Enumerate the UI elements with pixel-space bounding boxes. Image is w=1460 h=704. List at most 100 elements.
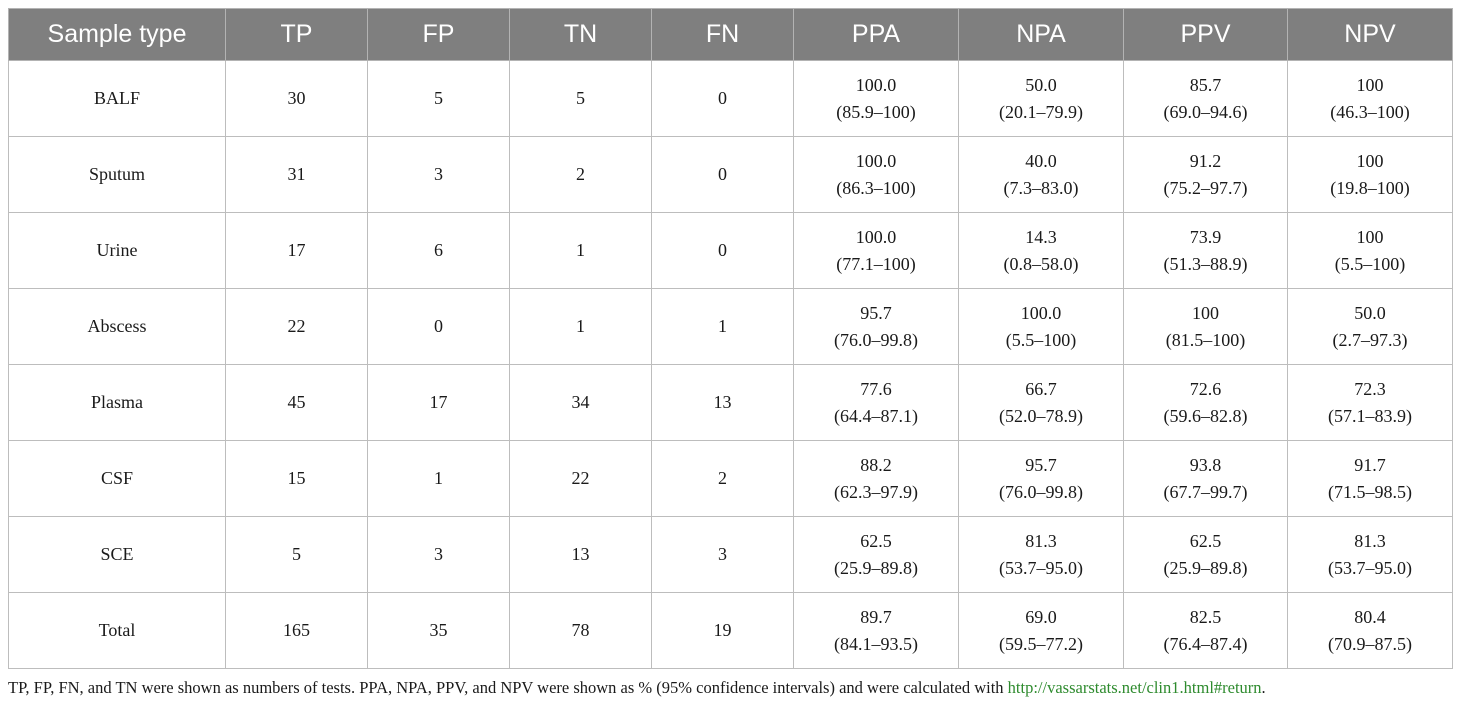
table-body: BALF 30 5 5 0 100.0 (85.9–100) 50.0 (20.1–79.9) 8… [8,60,1453,669]
ppv-value: 62.5 [1189,530,1222,551]
cell-sample: SCE [8,516,226,593]
npv-value: 100 [1356,150,1384,171]
column-header-npa: NPA [958,8,1124,61]
npv-confidence-interval: (2.7–97.3) [1332,329,1408,350]
table-row: Plasma 45 17 34 13 77.6 (64.4–87.1) 66.7 (52.0–7… [8,364,1453,441]
npv-confidence-interval: (5.5–100) [1334,253,1406,274]
cell-npa: 40.0 (7.3–83.0) [958,136,1124,213]
ppa-value: 88.2 [860,454,892,475]
ppv-value: 100 [1192,302,1219,323]
column-header-npv: NPV [1287,8,1453,61]
cell-ppv: 93.8 (67.7–99.7) [1123,440,1288,517]
cell-npv: 80.4 (70.9–87.5) [1287,592,1453,669]
ppa-value: 89.7 [860,606,892,627]
cell-tp: 165 [225,592,368,669]
table-row: Sputum 31 3 2 0 100.0 (86.3–100) 40.0 (7.3–83.0)… [8,136,1453,213]
ppv-confidence-interval: (51.3–88.9) [1163,253,1248,274]
cell-tn: 1 [509,212,652,289]
ppa-confidence-interval: (64.4–87.1) [834,405,918,426]
cell-tn: 2 [509,136,652,213]
cell-npv: 100 (19.8–100) [1287,136,1453,213]
ppv-confidence-interval: (67.7–99.7) [1163,481,1248,502]
column-header-ppv: PPV [1123,8,1288,61]
cell-fn: 3 [651,516,794,593]
cell-ppa: 77.6 (64.4–87.1) [793,364,959,441]
table-row: Total 165 35 78 19 89.7 (84.1–93.5) 69.0 (59.5–7… [8,592,1453,669]
cell-tn: 1 [509,288,652,365]
ppa-confidence-interval: (76.0–99.8) [834,329,918,350]
cell-tn: 13 [509,516,652,593]
npa-value: 66.7 [1025,378,1057,399]
table-header: Sample type TP FP TN FN PPA NPA PPV NPV [8,8,1453,61]
ppa-confidence-interval: (85.9–100) [836,101,916,122]
footnote-link[interactable]: http://vassarstats.net/clin1.html#return [1007,678,1262,697]
cell-npa: 100.0 (5.5–100) [958,288,1124,365]
ppa-value: 100.0 [855,150,897,171]
cell-ppv: 85.7 (69.0–94.6) [1123,60,1288,137]
cell-fn: 19 [651,592,794,669]
cell-npa: 69.0 (59.5–77.2) [958,592,1124,669]
npa-confidence-interval: (59.5–77.2) [999,633,1083,654]
npa-confidence-interval: (52.0–78.9) [999,405,1083,426]
cell-tp: 45 [225,364,368,441]
cell-ppa: 100.0 (85.9–100) [793,60,959,137]
cell-sample: Plasma [8,364,226,441]
cell-npv: 100 (46.3–100) [1287,60,1453,137]
cell-tp: 30 [225,60,368,137]
ppv-confidence-interval: (75.2–97.7) [1163,177,1248,198]
cell-npv: 81.3 (53.7–95.0) [1287,516,1453,593]
ppv-confidence-interval: (25.9–89.8) [1163,557,1248,578]
cell-sample: Urine [8,212,226,289]
ppa-value: 100.0 [855,74,897,95]
cell-fn: 1 [651,288,794,365]
npa-value: 95.7 [1025,454,1057,475]
cell-ppv: 100 (81.5–100) [1123,288,1288,365]
ppa-value: 77.6 [860,378,892,399]
cell-fn: 0 [651,60,794,137]
cell-ppv: 82.5 (76.4–87.4) [1123,592,1288,669]
header-row: Sample type TP FP TN FN PPA NPA PPV NPV [8,8,1453,61]
ppv-value: 82.5 [1189,606,1222,627]
ppv-value: 85.7 [1189,74,1222,95]
cell-ppv: 91.2 (75.2–97.7) [1123,136,1288,213]
footnote-end: . [1261,678,1266,697]
cell-npv: 91.7 (71.5–98.5) [1287,440,1453,517]
npa-value: 50.0 [1025,74,1057,95]
npv-value: 91.7 [1354,454,1386,475]
table-row: BALF 30 5 5 0 100.0 (85.9–100) 50.0 (20.1–79.9) 8… [8,60,1453,137]
cell-fp: 0 [367,288,510,365]
npv-value: 72.3 [1354,378,1386,399]
cell-tn: 78 [509,592,652,669]
cell-fp: 6 [367,212,510,289]
cell-ppa: 88.2 (62.3–97.9) [793,440,959,517]
cell-fn: 0 [651,136,794,213]
ppv-value: 93.8 [1189,454,1222,475]
ppa-value: 95.7 [860,302,892,323]
cell-npa: 95.7 (76.0–99.8) [958,440,1124,517]
cell-fn: 2 [651,440,794,517]
npa-confidence-interval: (5.5–100) [1005,329,1077,350]
npv-confidence-interval: (57.1–83.9) [1328,405,1412,426]
cell-npv: 100 (5.5–100) [1287,212,1453,289]
table-row: CSF 15 1 22 2 88.2 (62.3–97.9) 95.7 (76.0–99.8) 9… [8,440,1453,517]
npa-value: 69.0 [1025,606,1057,627]
npa-value: 100.0 [1020,302,1062,323]
table-footnote: TP, FP, FN, and TN were shown as numbers… [8,678,1458,698]
npa-confidence-interval: (20.1–79.9) [999,101,1083,122]
cell-tp: 5 [225,516,368,593]
cell-fp: 3 [367,136,510,213]
cell-sample: Total [8,592,226,669]
cell-npa: 81.3 (53.7–95.0) [958,516,1124,593]
table-row: Abscess 22 0 1 1 95.7 (76.0–99.8) 100.0 (5.5–100… [8,288,1453,365]
ppa-confidence-interval: (86.3–100) [836,177,916,198]
column-header-ppa: PPA [793,8,959,61]
ppv-value: 72.6 [1189,378,1222,399]
cell-ppa: 100.0 (77.1–100) [793,212,959,289]
footnote-text: TP, FP, FN, and TN were shown as numbers… [8,678,1008,697]
column-header-tp: TP [225,8,368,61]
ppa-value: 100.0 [855,226,897,247]
cell-tn: 34 [509,364,652,441]
npa-value: 40.0 [1025,150,1057,171]
cell-sample: Abscess [8,288,226,365]
cell-npv: 72.3 (57.1–83.9) [1287,364,1453,441]
